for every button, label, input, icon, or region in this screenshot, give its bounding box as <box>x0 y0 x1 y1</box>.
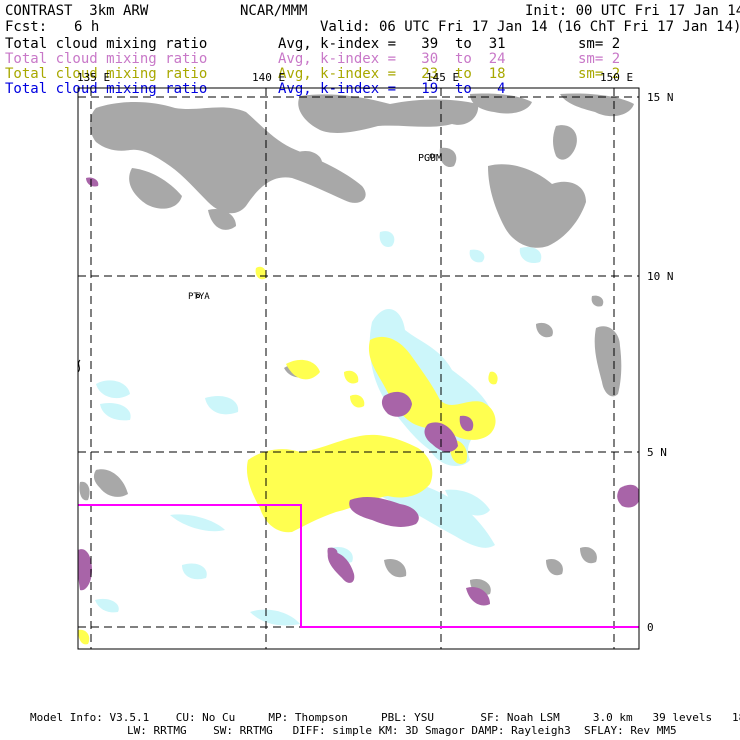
legend-row-2-range: Avg, k-index = 30 to 24 <box>278 51 506 67</box>
lon-label: 140 E <box>252 71 285 84</box>
nested-domain-boundary <box>78 504 639 628</box>
gray-cloud-area <box>594 326 622 397</box>
gray-cloud-area <box>488 164 586 248</box>
yellow-cloud-area <box>488 371 498 385</box>
yellow-cloud-area <box>350 394 365 408</box>
lat-label: 10 N <box>647 270 674 283</box>
cyan-cloud-area <box>170 514 225 532</box>
pink-cloud-area <box>466 586 490 606</box>
gray-cloud-area <box>298 150 323 168</box>
legend-row-1-sm: sm= 2 <box>578 36 621 52</box>
legend-row-3-range: Avg, k-index = 23 to 18 <box>278 66 506 82</box>
pink-cloud-area <box>459 415 474 432</box>
gray-cloud-area <box>208 208 236 230</box>
ptya-station-marker <box>196 294 200 298</box>
station-label-pgum: PGUM <box>418 153 442 164</box>
yellow-cloud-area <box>255 266 267 280</box>
gray-cloud-area <box>93 469 128 497</box>
cyan-cloud-area <box>519 246 542 264</box>
init-time: Init: 00 UTC Fri 17 Jan 14 <box>525 3 740 19</box>
gray-cloud-area <box>470 93 532 114</box>
gray-cloud-area <box>546 558 563 576</box>
pink-cloud-area <box>381 391 412 417</box>
gray-cloud-area <box>129 168 182 209</box>
forecast-hours: 6 h <box>74 19 100 35</box>
pink-cloud-area <box>327 551 355 583</box>
legend-row-2-sm: sm= 2 <box>578 51 621 67</box>
yellow-cloud-area <box>78 629 90 645</box>
cyan-cloud-area <box>469 249 485 263</box>
legend-row-4-field: Total cloud mixing ratio <box>5 81 208 97</box>
valid-time: Valid: 06 UTC Fri 17 Jan 14 (16 ChT Fri … <box>320 19 740 35</box>
cyan-cloud-area <box>379 231 395 248</box>
legend-row-3-sm: sm= 2 <box>578 66 621 82</box>
gray-cloud-area <box>580 546 597 564</box>
gray-cloud-area <box>560 93 634 117</box>
cyan-cloud-area <box>445 489 490 516</box>
forecast-label: Fcst: <box>5 19 48 35</box>
yellow-cloud-area <box>344 370 359 384</box>
cyan-cloud-area <box>205 395 239 415</box>
gray-cloud-area <box>90 102 366 214</box>
yellow-cloud-area <box>286 359 320 380</box>
pink-cloud-area <box>78 549 92 591</box>
pink-cloud-area <box>327 547 338 559</box>
gray-cloud-area <box>298 94 479 133</box>
lat-label: 15 N <box>647 91 674 104</box>
pink-cloud-area <box>617 484 639 508</box>
product-title: CONTRAST 3km ARW <box>5 3 149 19</box>
coastline-fragment <box>77 359 81 373</box>
lon-label: 150 E <box>600 71 633 84</box>
gray-cloud-layer <box>79 93 634 596</box>
gray-cloud-area <box>536 322 553 338</box>
pink-cloud-area <box>86 177 99 187</box>
lon-label: 145 E <box>426 71 459 84</box>
lon-label: 135 E <box>77 71 110 84</box>
legend-row-1-field: Total cloud mixing ratio <box>5 36 208 52</box>
legend-row-1-range: Avg, k-index = 39 to 31 <box>278 36 506 52</box>
legend-row-4-range: Avg, k-index = 19 to 4 <box>278 81 506 97</box>
station-label-ptya: PTYA <box>188 292 210 302</box>
yellow-cloud-area <box>368 336 496 440</box>
gray-cloud-area <box>553 125 577 160</box>
gray-cloud-area <box>79 481 90 501</box>
legend-row-2-field: Total cloud mixing ratio <box>5 51 208 67</box>
lat-label: 0 <box>647 621 654 634</box>
pink-cloud-area <box>349 497 419 527</box>
model-info-line-2: LW: RRTMG SW: RRTMG DIFF: simple KM: 3D … <box>127 724 677 737</box>
yellow-cloud-area <box>246 434 433 533</box>
cyan-cloud-area <box>95 598 119 613</box>
pink-cloud-layer <box>78 177 639 606</box>
cyan-cloud-area <box>96 380 130 399</box>
gray-cloud-area <box>384 558 407 578</box>
lat-lon-grid <box>78 88 639 649</box>
cyan-cloud-area <box>182 563 207 580</box>
legend-row-3-field: Total cloud mixing ratio <box>5 66 208 82</box>
pink-cloud-area <box>424 422 458 452</box>
cyan-cloud-area <box>250 609 300 626</box>
pgum-station-marker <box>429 153 435 159</box>
gray-cloud-area <box>591 295 604 307</box>
gray-cloud-area <box>439 147 457 168</box>
cloud-fields <box>78 88 639 649</box>
map-frame <box>77 87 640 650</box>
center-name: NCAR/MMM <box>240 3 308 19</box>
cyan-cloud-area <box>100 402 131 421</box>
model-info-line-1: Model Info: V3.5.1 CU: No Cu MP: Thompso… <box>30 711 740 724</box>
lat-label: 5 N <box>647 446 667 459</box>
